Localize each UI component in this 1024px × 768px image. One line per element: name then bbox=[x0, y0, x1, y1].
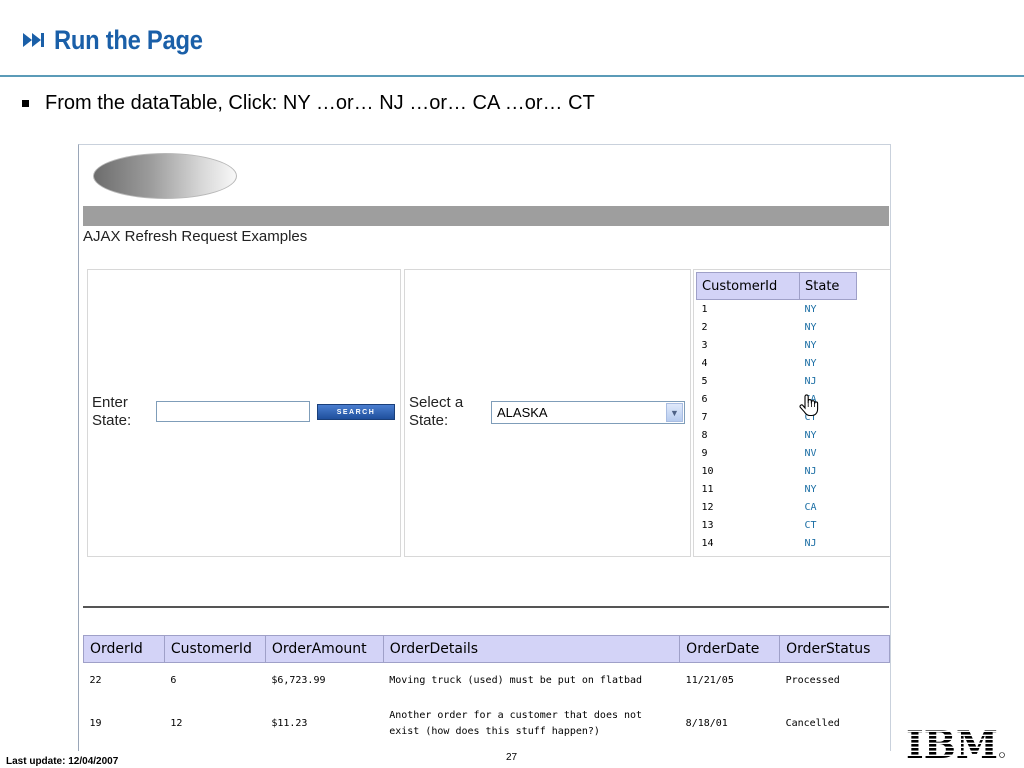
customer-id-cell: 7 bbox=[701, 411, 708, 423]
bullet-text: From the dataTable, Click: NY …or… NJ …o… bbox=[45, 92, 595, 114]
table-row: 22 6 $6,723.99 Moving truck (used) must … bbox=[84, 663, 890, 700]
enter-state-label-line2: State: bbox=[92, 412, 132, 429]
fast-forward-icon bbox=[22, 31, 46, 49]
order-status-cell: Processed bbox=[785, 675, 840, 686]
order-date-cell: 8/18/01 bbox=[685, 718, 728, 729]
last-update-footer: Last update: 12/04/2007 bbox=[6, 756, 119, 767]
order-details-cell: Moving truck (used) must be put on flatb… bbox=[389, 675, 643, 686]
table-row: 9 NV bbox=[697, 444, 857, 462]
state-link[interactable]: CA bbox=[804, 393, 817, 405]
app-logo-oval bbox=[93, 153, 237, 199]
order-amount-cell: $6,723.99 bbox=[271, 675, 326, 686]
customer-table-panel: CustomerId State 1 NY 2 NY 3 NY 4 NY 5 NJ 6 CA… bbox=[693, 269, 890, 557]
orders-table: OrderId CustomerId OrderAmount OrderDeta… bbox=[83, 635, 890, 749]
customer-id-cell: 13 bbox=[701, 519, 714, 531]
order-id-cell: 19 bbox=[89, 718, 102, 729]
title-divider bbox=[0, 75, 1024, 77]
order-id-cell: 22 bbox=[89, 675, 102, 686]
table-row: 8 NY bbox=[697, 426, 857, 444]
orderstatus-header: OrderStatus bbox=[779, 635, 890, 663]
customer-id-cell: 11 bbox=[701, 483, 714, 495]
state-link[interactable]: NY bbox=[804, 483, 817, 495]
state-input[interactable] bbox=[156, 401, 310, 422]
table-row: 12 CA bbox=[697, 498, 857, 516]
customer-id-cell: 6 bbox=[170, 675, 177, 686]
table-row: 3 NY bbox=[697, 336, 857, 354]
select-state-label-line1: Select a bbox=[409, 394, 464, 411]
state-link[interactable]: NJ bbox=[804, 537, 817, 549]
enter-state-panel: Enter State: SEARCH bbox=[87, 269, 401, 557]
customer-id-cell: 14 bbox=[701, 537, 714, 549]
order-date-cell: 11/21/05 bbox=[685, 675, 734, 686]
state-select[interactable]: ALASKA ▼ bbox=[491, 401, 685, 424]
customerid-header: CustomerId bbox=[163, 635, 266, 663]
order-status-cell: Cancelled bbox=[785, 718, 840, 729]
customer-id-cell: 12 bbox=[170, 718, 183, 729]
state-link[interactable]: NY bbox=[804, 303, 817, 315]
customer-id-cell: 2 bbox=[701, 321, 708, 333]
app-screenshot: AJAX Refresh Request Examples Enter Stat… bbox=[78, 144, 891, 751]
table-row: 14 NJ bbox=[697, 534, 857, 552]
state-link[interactable]: NY bbox=[804, 321, 817, 333]
table-row: 6 CA bbox=[697, 390, 857, 408]
bullet-point: From the dataTable, Click: NY …or… NJ …o… bbox=[22, 92, 595, 115]
slide-title: Run the Page bbox=[22, 22, 223, 58]
state-link[interactable]: NJ bbox=[804, 375, 817, 387]
orderid-header: OrderId bbox=[83, 635, 165, 663]
state-link[interactable]: NY bbox=[804, 357, 817, 369]
table-row: 2 NY bbox=[697, 318, 857, 336]
state-link[interactable]: CA bbox=[804, 501, 817, 513]
customer-id-cell: 8 bbox=[701, 429, 708, 441]
table-row: 19 12 $11.23 Another order for a custome… bbox=[84, 699, 890, 749]
chevron-down-icon[interactable]: ▼ bbox=[666, 403, 683, 422]
state-select-value: ALASKA bbox=[497, 405, 548, 420]
ibm-logo: IBM bbox=[906, 722, 1006, 767]
customer-id-cell: 9 bbox=[701, 447, 708, 459]
hand-cursor-icon bbox=[799, 393, 819, 422]
customer-id-cell: 3 bbox=[701, 339, 708, 351]
order-details-cell: Another order for a customer that does n… bbox=[389, 710, 643, 737]
section-divider bbox=[83, 606, 889, 608]
table-row: 4 NY bbox=[697, 354, 857, 372]
state-link[interactable]: NV bbox=[804, 447, 817, 459]
table-row: 13 CT bbox=[697, 516, 857, 534]
state-link[interactable]: NY bbox=[804, 339, 817, 351]
header-bar bbox=[83, 206, 889, 226]
enter-state-label-line1: Enter bbox=[92, 394, 128, 411]
orderdetails-header: OrderDetails bbox=[382, 635, 681, 663]
table-row: 7 CT bbox=[697, 408, 857, 426]
orderdate-header: OrderDate bbox=[679, 635, 781, 663]
table-row: 5 NJ bbox=[697, 372, 857, 390]
slide-title-text: Run the Page bbox=[54, 24, 203, 55]
state-link[interactable]: CT bbox=[804, 411, 817, 423]
customer-id-cell: 4 bbox=[701, 357, 708, 369]
select-state-panel: Select a State: ALASKA ▼ bbox=[404, 269, 691, 557]
customerid-header[interactable]: CustomerId bbox=[696, 272, 800, 300]
customer-id-cell: 12 bbox=[701, 501, 714, 513]
enter-state-label: Enter State: bbox=[92, 394, 131, 430]
state-link[interactable]: NY bbox=[804, 429, 817, 441]
page-number: 27 bbox=[506, 752, 518, 763]
state-link[interactable]: CT bbox=[804, 519, 817, 531]
table-row: 10 NJ bbox=[697, 462, 857, 480]
orderamount-header: OrderAmount bbox=[264, 635, 384, 663]
customer-id-cell: 10 bbox=[701, 465, 714, 477]
customer-id-cell: 6 bbox=[701, 393, 708, 405]
page-heading: AJAX Refresh Request Examples bbox=[83, 228, 308, 245]
search-button[interactable]: SEARCH bbox=[317, 404, 395, 420]
bullet-square-icon bbox=[22, 100, 29, 107]
customer-data-table: CustomerId State 1 NY 2 NY 3 NY 4 NY 5 NJ 6 CA… bbox=[696, 272, 857, 552]
ibm-logo-text: IBM bbox=[906, 724, 998, 762]
table-row: 1 NY bbox=[697, 300, 857, 319]
select-state-label: Select a State: bbox=[409, 394, 463, 430]
select-state-label-line2: State: bbox=[409, 412, 449, 429]
customer-id-cell: 5 bbox=[701, 375, 708, 387]
customer-id-cell: 1 bbox=[701, 303, 708, 315]
state-header[interactable]: State bbox=[799, 272, 857, 300]
order-amount-cell: $11.23 bbox=[271, 718, 308, 729]
state-link[interactable]: NJ bbox=[804, 465, 817, 477]
table-row: 11 NY bbox=[697, 480, 857, 498]
